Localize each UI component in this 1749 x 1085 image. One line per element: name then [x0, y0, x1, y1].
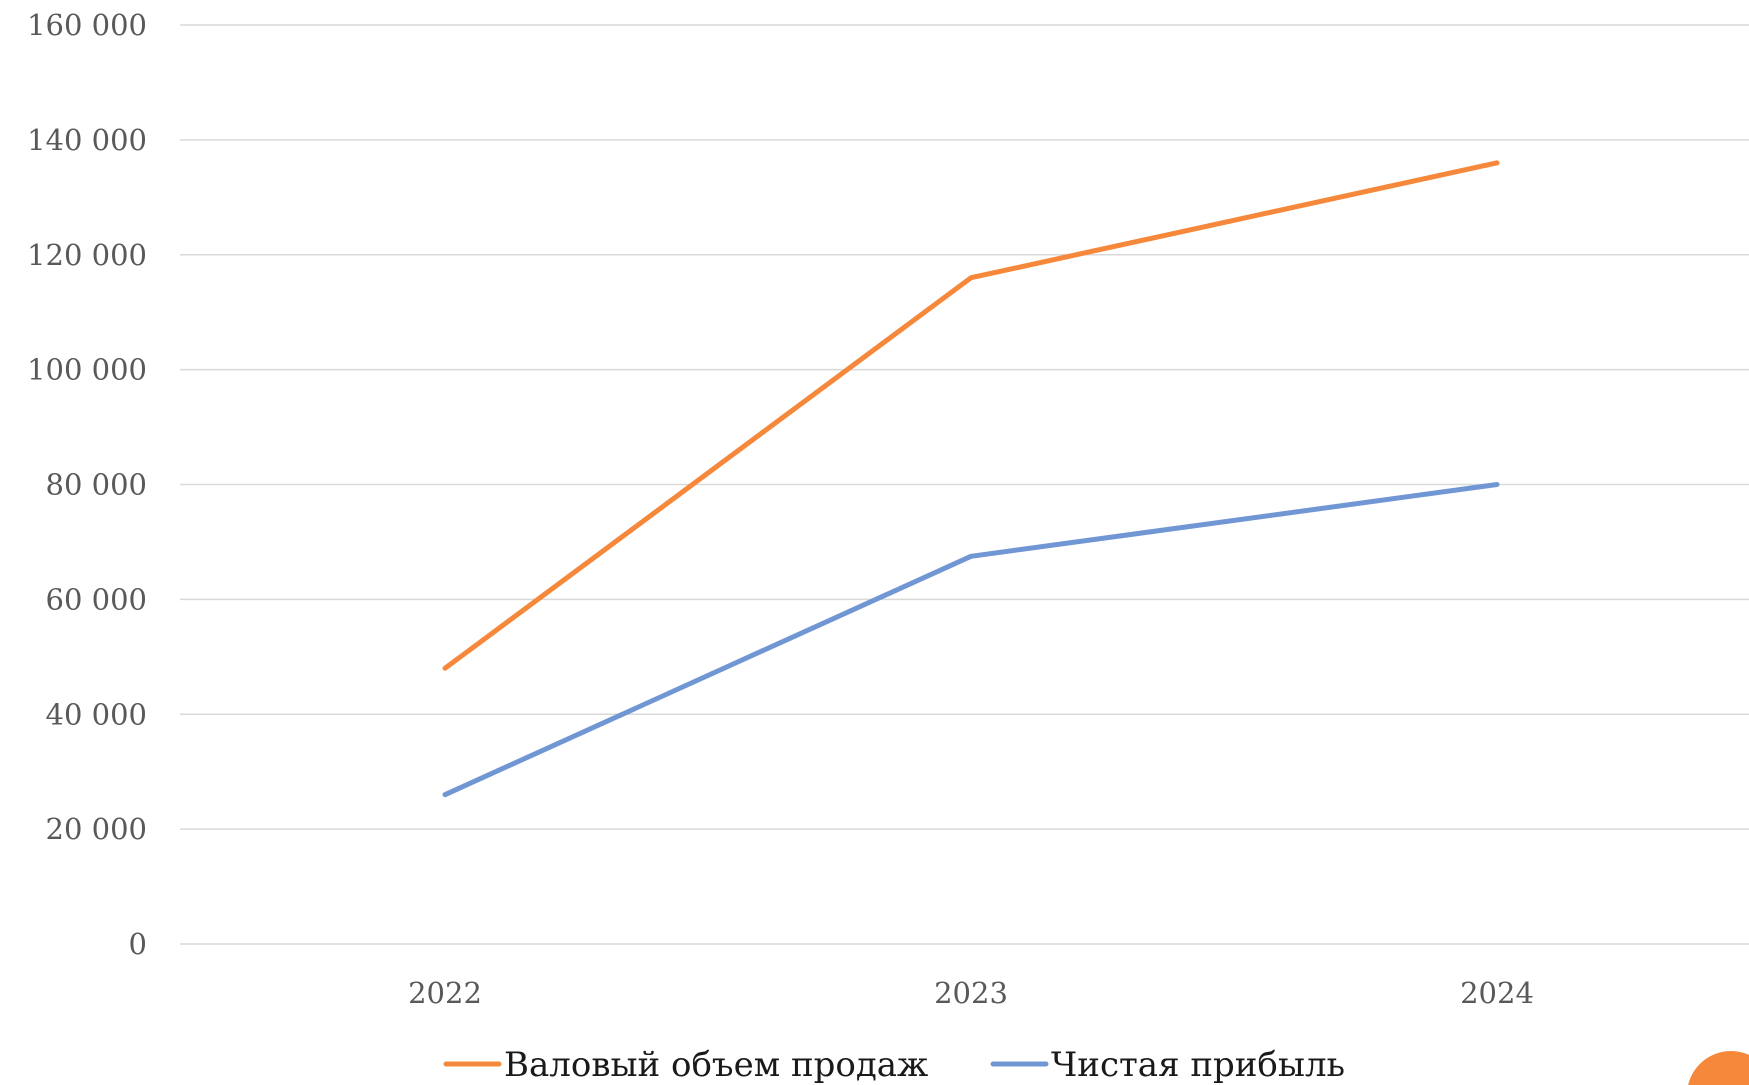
corner-decoration-circle: [1688, 1051, 1749, 1085]
y-tick-label: 60 000: [46, 582, 147, 616]
y-tick-label: 120 000: [27, 238, 147, 272]
series-lines: [442, 160, 1500, 798]
gridlines: [180, 24, 1749, 945]
y-axis-tick-labels: 0 20 000 40 000 60 000 80 000 100 000 120 000 1…: [27, 8, 147, 961]
y-tick-label: 140 000: [27, 123, 147, 157]
legend: Валовый объем продаж Чистая прибыль: [443, 1045, 1345, 1085]
x-tick-label: 2023: [934, 976, 1008, 1010]
y-tick-label: 80 000: [46, 468, 147, 502]
series-line-2: [442, 482, 1500, 798]
legend-label-1: Валовый объем продаж: [504, 1045, 928, 1085]
y-tick-label: 160 000: [27, 8, 147, 42]
legend-label-2: Чистая прибыль: [1051, 1045, 1345, 1085]
x-axis-tick-labels: 2022 2023 2024: [408, 976, 1534, 1010]
y-tick-label: 40 000: [46, 697, 147, 731]
series-line-1: [442, 160, 1500, 671]
x-tick-label: 2022: [408, 976, 482, 1010]
x-tick-label: 2024: [1460, 976, 1534, 1010]
y-tick-label: 0: [129, 927, 147, 961]
y-tick-label: 20 000: [46, 812, 147, 846]
y-tick-label: 100 000: [27, 353, 147, 387]
